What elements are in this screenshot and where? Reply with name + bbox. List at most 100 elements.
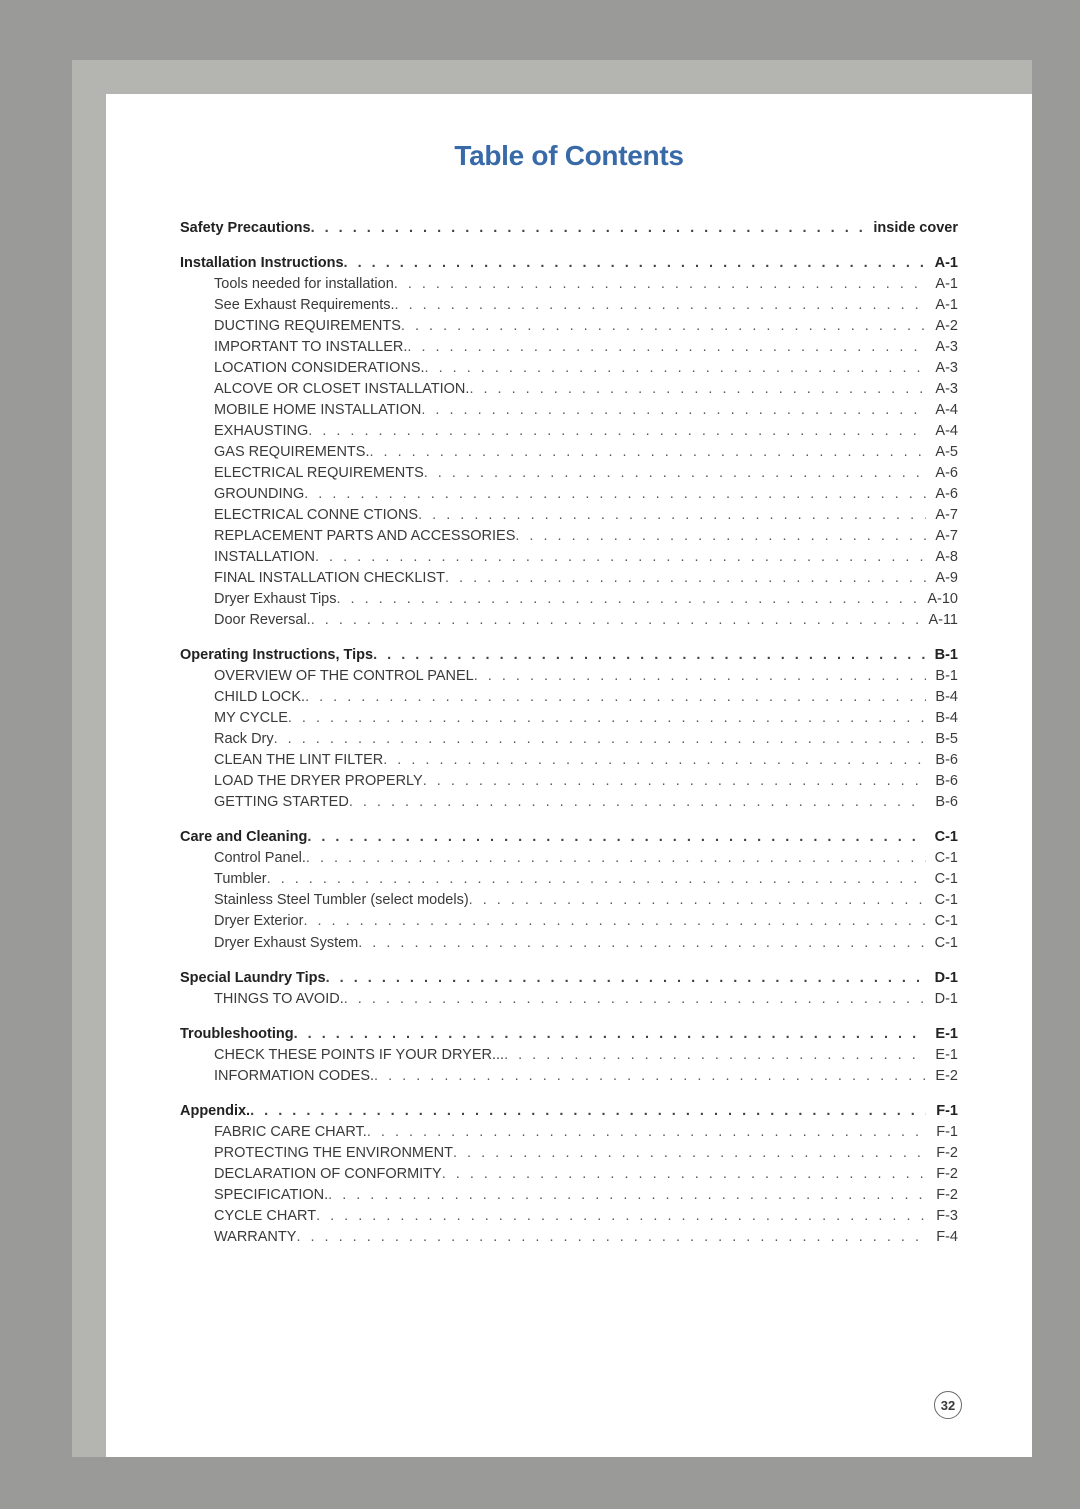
toc-label: ELECTRICAL CONNE CTIONS <box>180 505 418 526</box>
toc-label: DECLARATION OF CONFORMITY <box>180 1164 442 1185</box>
toc-page-ref: A-3 <box>926 358 958 379</box>
toc-label: Installation Instructions <box>180 253 344 274</box>
toc-page-ref: A-2 <box>926 316 958 337</box>
toc-section: Safety Precautionsinside cover <box>180 218 958 239</box>
toc-page-ref: A-1 <box>926 253 958 274</box>
toc-entry: Dryer Exhaust SystemC-1 <box>180 933 958 954</box>
toc-page-ref: A-9 <box>926 568 958 589</box>
toc-page-ref: A-3 <box>926 379 958 400</box>
toc-entry: CHILD LOCK.B-4 <box>180 687 958 708</box>
toc-entry: MY CYCLE B-4 <box>180 708 958 729</box>
toc-entry: DUCTING REQUIREMENTS A-2 <box>180 316 958 337</box>
toc-label: Care and Cleaning <box>180 827 307 848</box>
toc-page-ref: A-3 <box>926 337 958 358</box>
toc-page-ref: B-6 <box>926 771 958 792</box>
toc-entry: Rack DryB-5 <box>180 729 958 750</box>
toc-entry: GETTING STARTEDB-6 <box>180 792 958 813</box>
toc-entry: Control Panel.C-1 <box>180 848 958 869</box>
toc-page-ref: F-1 <box>926 1122 958 1143</box>
toc-page-ref: D-1 <box>926 968 958 989</box>
toc-page-ref: C-1 <box>926 911 958 932</box>
toc-leader-dots <box>326 968 926 989</box>
toc-label: LOCATION CONSIDERATIONS. <box>180 358 425 379</box>
toc-section: TroubleshootingE-1CHECK THESE POINTS IF … <box>180 1024 958 1087</box>
toc-section: Care and CleaningC-1Control Panel.C-1Tum… <box>180 827 958 953</box>
toc-label: MOBILE HOME INSTALLATION <box>180 400 421 421</box>
toc-leader-dots <box>288 708 926 729</box>
toc-entry: TumblerC-1 <box>180 869 958 890</box>
toc-page-ref: B-1 <box>926 666 958 687</box>
toc-entry: ELECTRICAL CONNE CTIONS A-7 <box>180 505 958 526</box>
toc-label: Dryer Exterior <box>180 911 303 932</box>
toc-section: Installation InstructionsA-1Tools needed… <box>180 253 958 631</box>
toc-leader-dots <box>445 568 926 589</box>
toc-label: OVERVIEW OF THE CONTROL PANEL <box>180 666 474 687</box>
toc-entry: INFORMATION CODES.E-2 <box>180 1066 958 1087</box>
toc-label: ALCOVE OR CLOSET INSTALLATION. <box>180 379 469 400</box>
toc-leader-dots <box>296 1227 926 1248</box>
toc-entry: GROUNDINGA-6 <box>180 484 958 505</box>
toc-section-header: Safety Precautionsinside cover <box>180 218 958 239</box>
toc-section-header: Appendix.F-1 <box>180 1101 958 1122</box>
toc-label: Door Reversal. <box>180 610 311 631</box>
toc-label: INFORMATION CODES. <box>180 1066 374 1087</box>
toc-entry: DECLARATION OF CONFORMITYF-2 <box>180 1164 958 1185</box>
toc-label: GAS REQUIREMENTS. <box>180 442 370 463</box>
toc-page-ref: C-1 <box>926 848 958 869</box>
toc-leader-dots <box>274 729 926 750</box>
toc-leader-dots <box>370 442 927 463</box>
toc-leader-dots <box>469 379 926 400</box>
toc-leader-dots <box>401 316 926 337</box>
toc-page-ref: A-5 <box>926 442 958 463</box>
toc-page-ref: A-7 <box>926 505 958 526</box>
toc-page-ref: B-4 <box>926 708 958 729</box>
toc-entry: IMPORTANT TO INSTALLER. A-3 <box>180 337 958 358</box>
toc-entry: PROTECTING THE ENVIRONMENTF-2 <box>180 1143 958 1164</box>
toc-label: EXHAUSTING <box>180 421 308 442</box>
toc-leader-dots <box>442 1164 926 1185</box>
toc-page-ref: A-6 <box>926 463 958 484</box>
toc-entry: LOAD THE DRYER PROPERLYB-6 <box>180 771 958 792</box>
page: Table of Contents Safety Precautionsinsi… <box>106 94 1032 1457</box>
toc-label: Special Laundry Tips <box>180 968 326 989</box>
toc-label: IMPORTANT TO INSTALLER. <box>180 337 407 358</box>
toc-leader-dots <box>294 1024 926 1045</box>
toc-label: GETTING STARTED <box>180 792 349 813</box>
toc-leader-dots <box>344 989 926 1010</box>
toc-label: Stainless Steel Tumbler (select models) <box>180 890 469 911</box>
toc-entry: CYCLE CHARTF-3 <box>180 1206 958 1227</box>
toc-page-ref: B-4 <box>926 687 958 708</box>
toc-label: MY CYCLE <box>180 708 288 729</box>
toc-leader-dots <box>394 274 926 295</box>
toc-page-ref: A-6 <box>926 484 958 505</box>
toc-entry: ELECTRICAL REQUIREMENTSA-6 <box>180 463 958 484</box>
toc-entry: GAS REQUIREMENTS. A-5 <box>180 442 958 463</box>
toc-leader-dots <box>418 505 926 526</box>
toc-leader-dots <box>337 589 924 610</box>
toc-label: See Exhaust Requirements. <box>180 295 395 316</box>
toc-page-ref: A-4 <box>926 421 958 442</box>
toc-label: Appendix. <box>180 1101 250 1122</box>
toc-label: Operating Instructions, Tips <box>180 645 373 666</box>
toc-leader-dots <box>306 848 926 869</box>
toc-label: THINGS TO AVOID. <box>180 989 344 1010</box>
toc-leader-dots <box>383 750 926 771</box>
toc-section: Operating Instructions, Tips B-1 OVERVIEW … <box>180 645 958 813</box>
toc-page-ref: A-10 <box>923 589 958 610</box>
toc-label: DUCTING REQUIREMENTS <box>180 316 401 337</box>
toc-entry: FINAL INSTALLATION CHECKLISTA-9 <box>180 568 958 589</box>
toc-entry: Dryer Exhaust Tips A-10 <box>180 589 958 610</box>
toc-label: CLEAN THE LINT FILTER <box>180 750 383 771</box>
toc-leader-dots <box>311 218 870 239</box>
toc-leader-dots <box>367 1122 926 1143</box>
toc-section-header: Care and CleaningC-1 <box>180 827 958 848</box>
toc-page-ref: B-1 <box>926 645 958 666</box>
toc-section-header: Special Laundry Tips D-1 <box>180 968 958 989</box>
toc-leader-dots <box>421 400 926 421</box>
toc-label: PROTECTING THE ENVIRONMENT <box>180 1143 453 1164</box>
page-title: Table of Contents <box>180 140 958 172</box>
toc-leader-dots <box>250 1101 926 1122</box>
page-number-badge: 32 <box>934 1391 962 1419</box>
toc-leader-dots <box>267 869 926 890</box>
toc-label: Dryer Exhaust Tips <box>180 589 337 610</box>
